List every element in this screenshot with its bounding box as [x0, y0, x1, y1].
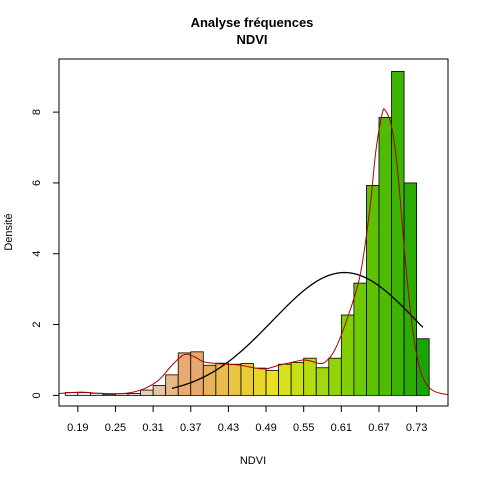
histogram-bar: [315, 367, 330, 396]
x-tick-label: 0.67: [368, 422, 389, 434]
x-tick-label: 0.55: [293, 422, 314, 434]
histogram-bar: [152, 385, 167, 396]
histogram-bar: [290, 362, 305, 396]
y-tick-label: 8: [31, 109, 43, 115]
histogram-bars: [64, 70, 430, 396]
x-tick-label: 0.19: [67, 422, 88, 434]
x-tick-label: 0.73: [406, 422, 427, 434]
histogram-bar: [215, 362, 229, 396]
x-tick-label: 0.25: [105, 422, 126, 434]
plot-frame: [58, 58, 449, 407]
histogram-bar: [165, 374, 179, 396]
histogram-bar: [140, 389, 154, 396]
histogram-bar: [416, 338, 430, 396]
x-tick-label: 0.37: [180, 422, 201, 434]
histogram-bar: [278, 363, 292, 396]
kde-curve: [58, 108, 449, 396]
y-tick-label: 2: [31, 321, 43, 327]
histogram-bar: [240, 363, 254, 396]
density-curves: [58, 108, 449, 396]
y-axis-title: Densité: [3, 213, 15, 250]
x-axis-title: NDVI: [240, 455, 266, 467]
histogram-bar: [403, 182, 418, 396]
x-tick-label: 0.61: [331, 422, 352, 434]
histogram-bar: [202, 364, 217, 396]
histogram-bar: [303, 357, 317, 396]
x-tick-label: 0.31: [142, 422, 163, 434]
histogram-bar: [353, 282, 367, 396]
chart-subtitle: NDVI: [236, 32, 267, 47]
histogram-bar: [340, 314, 355, 396]
y-tick-label: 4: [31, 251, 43, 257]
histogram-bar: [253, 367, 267, 396]
histogram-bar: [391, 70, 405, 396]
histogram-bar: [177, 352, 192, 396]
x-axis: 0.19 0.25 0.31 0.37 0.43 0.49 0.55 0.61 0.67 0.73: [67, 406, 427, 434]
chart-title: Analyse fréquences: [191, 15, 314, 30]
y-tick-label: 6: [31, 180, 43, 186]
histogram-bar: [378, 117, 392, 396]
y-tick-label: 0: [31, 392, 43, 398]
x-tick-label: 0.43: [218, 422, 239, 434]
normal-curve: [171, 271, 424, 389]
histogram-bar: [328, 357, 342, 396]
histogram-bar: [366, 185, 380, 396]
histogram-bar: [127, 393, 141, 396]
histogram-bar: [265, 370, 279, 396]
x-tick-label: 0.49: [255, 422, 276, 434]
histogram-bar: [227, 363, 242, 396]
histogram-bar: [102, 393, 116, 396]
y-axis: 0 2 4 6 8: [31, 109, 59, 398]
